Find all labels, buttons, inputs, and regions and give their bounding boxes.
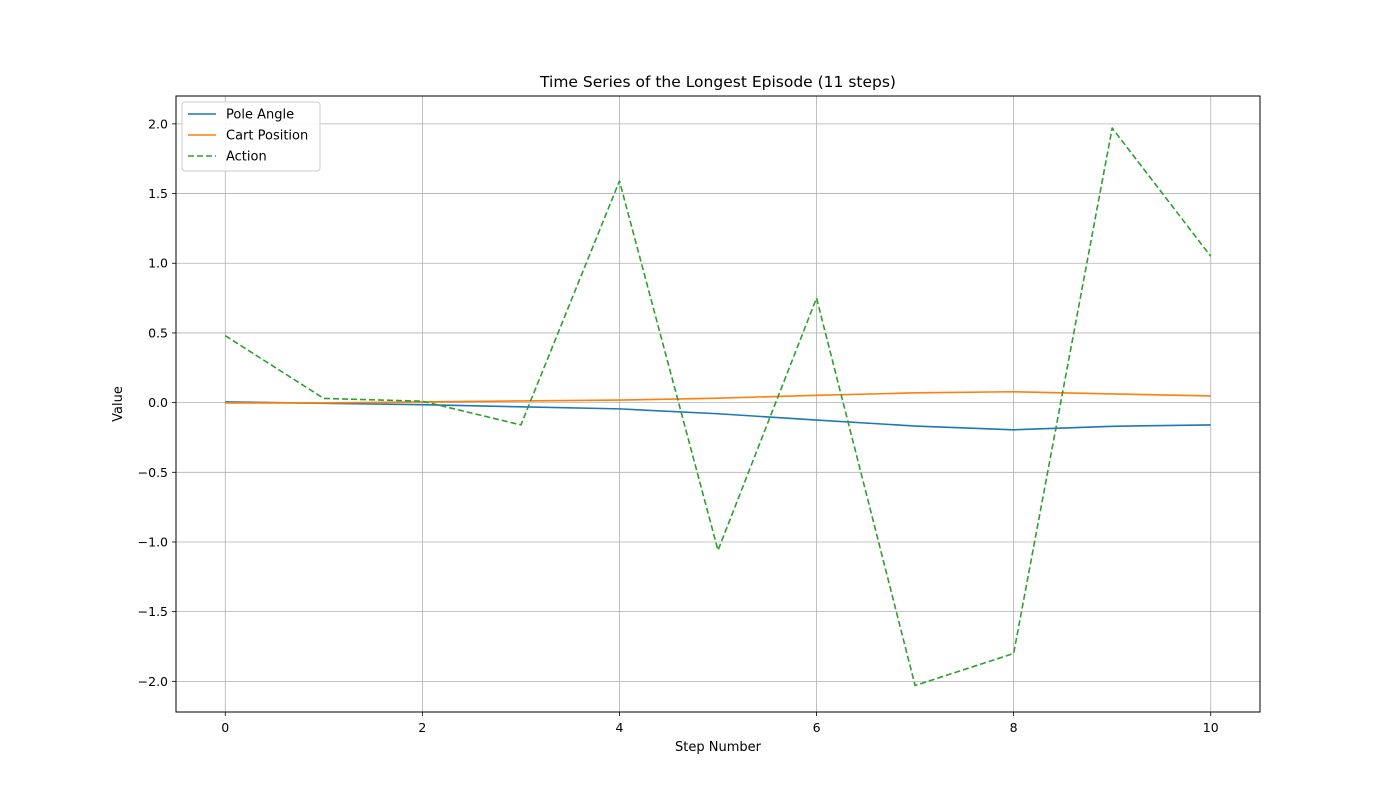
x-tick-label: 0: [221, 720, 229, 735]
grid: [176, 96, 1260, 712]
legend-label: Pole Angle: [226, 108, 294, 123]
x-tick-label: 8: [1010, 720, 1018, 735]
chart-title: Time Series of the Longest Episode (11 s…: [539, 73, 896, 91]
plot-frame: [175, 95, 1261, 713]
axis-ticks: 0 2 4 6 8 10 −2.0 −1.5 −1.0 −0.5 0.0 0.5 1.0 1.5 2.0: [138, 116, 1219, 735]
y-axis-label: Value: [111, 386, 126, 422]
y-tick-label: 2.0: [148, 116, 168, 131]
legend-label: Action: [226, 150, 267, 165]
legend: Pole Angle Cart Position Action: [181, 101, 321, 172]
series-line-pole-angle: [225, 401, 1211, 431]
legend-label: Cart Position: [226, 129, 308, 144]
y-tick-label: −1.5: [138, 604, 168, 619]
x-tick-label: 10: [1203, 720, 1219, 735]
y-tick-label: −1.0: [138, 534, 168, 549]
y-tick-label: 1.5: [148, 186, 168, 201]
series-lines: [224, 127, 1212, 687]
series-line-cart-position: [225, 390, 1211, 404]
series-line-action: [224, 127, 1212, 687]
legend-box: [181, 101, 321, 172]
y-tick-label: −0.5: [138, 465, 168, 480]
x-tick-label: 2: [418, 720, 426, 735]
y-tick-label: 0.0: [148, 395, 168, 410]
x-tick-label: 6: [813, 720, 821, 735]
x-tick-label: 4: [615, 720, 623, 735]
y-tick-label: 1.0: [148, 256, 168, 271]
x-axis-label: Step Number: [675, 740, 762, 755]
y-tick-label: 0.5: [148, 325, 168, 340]
y-tick-label: −2.0: [138, 674, 168, 689]
